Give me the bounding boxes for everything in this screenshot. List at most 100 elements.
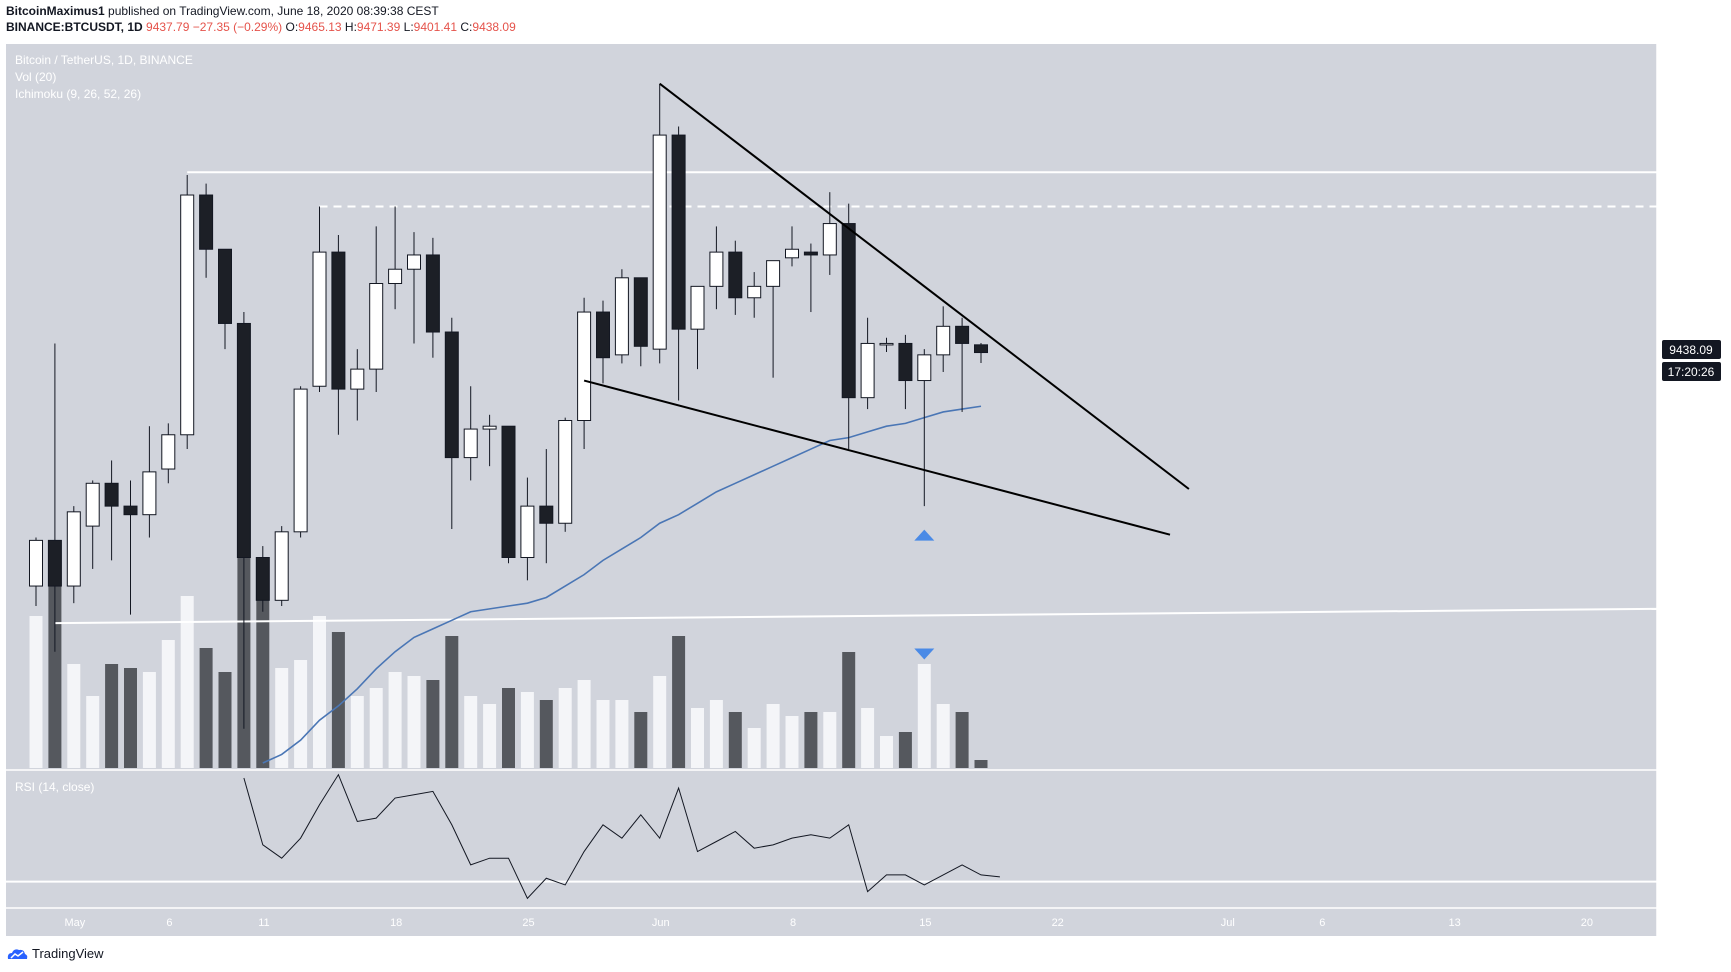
volume-bar-45 xyxy=(880,736,893,768)
candle-body-16 xyxy=(331,251,346,390)
volume-bar-16 xyxy=(331,632,345,768)
ma-line-group xyxy=(262,405,982,764)
volume-bar-33 xyxy=(653,676,667,768)
candle-body-4 xyxy=(104,482,119,507)
x-tick-label-6: 8 xyxy=(790,917,796,929)
volume-bar-19 xyxy=(388,672,402,768)
volume-bar-10 xyxy=(218,672,232,768)
legend-title[interactable]: Bitcoin / TetherUS, 1D, BINANCE xyxy=(15,53,193,67)
y-tick-label-2: 10000.00 xyxy=(1667,187,1713,199)
ohlc-high: 9471.39 xyxy=(356,20,401,34)
volume-bar-25 xyxy=(502,688,515,768)
candle-body-31 xyxy=(614,277,629,356)
tradingview-cloud-icon xyxy=(7,948,28,959)
candle-body-26 xyxy=(520,505,535,558)
candle-body-33 xyxy=(652,134,667,350)
candle-body-17 xyxy=(350,368,365,390)
y-tick-label-8: 8800.00 xyxy=(1667,530,1707,542)
y-tick-label-1: 10200.00 xyxy=(1667,130,1713,142)
y-tick-label-7: 9000.00 xyxy=(1667,473,1707,485)
volume-bar-0 xyxy=(29,616,43,768)
candle-body-3 xyxy=(85,482,100,527)
price-badge-bg xyxy=(1662,340,1721,359)
candle-body-40 xyxy=(785,248,799,259)
volume-bar-38 xyxy=(747,728,761,768)
volume-bar-8 xyxy=(180,596,194,768)
volume-bar-34 xyxy=(672,636,686,768)
last-value: 9437.79 xyxy=(146,20,190,34)
candle-body-35 xyxy=(690,285,705,330)
volume-bar-20 xyxy=(407,676,421,768)
chart-background xyxy=(6,44,1657,936)
trendlines xyxy=(583,82,1190,536)
x-tick-label-2: 11 xyxy=(258,917,269,929)
price-badge: 9438.09 xyxy=(1669,343,1713,357)
candle-body-44 xyxy=(860,342,875,399)
x-tick-label-12: 20 xyxy=(1581,917,1593,929)
change-text: −27.35 (−0.29%) xyxy=(192,20,283,34)
candle-body-22 xyxy=(444,331,459,459)
y-tick-label-4: 9600.00 xyxy=(1667,301,1707,313)
volume-bar-49 xyxy=(955,712,969,768)
rsi-tick-label-3: 50.00 xyxy=(1667,873,1695,885)
rsi-line xyxy=(243,773,1000,900)
y-tick-label-11: 8200.00 xyxy=(1667,701,1707,713)
x-tick-label-0: May xyxy=(65,917,86,929)
rsi-axis[interactable]: 65.00 60.00 55.00 50.00 xyxy=(1667,773,1695,885)
legend-ichimoku[interactable]: Ichimoku (9, 26, 52, 26) xyxy=(15,87,141,101)
candle-body-43 xyxy=(841,223,856,399)
candle-body-1 xyxy=(47,539,62,587)
ohlc-close: 9438.09 xyxy=(472,20,516,34)
countdown-badge-bg xyxy=(1662,362,1721,381)
volume-bar-50 xyxy=(974,760,988,768)
candle-body-9 xyxy=(199,194,214,250)
candle-body-19 xyxy=(388,268,403,284)
candle-body-39 xyxy=(766,260,781,287)
candle-body-8 xyxy=(180,194,195,436)
volume-bar-42 xyxy=(823,712,837,768)
candle-body-32 xyxy=(633,277,648,347)
y-tick-label-0: 10400.00 xyxy=(1667,73,1713,85)
legend-volume[interactable]: Vol (20) xyxy=(15,70,56,84)
rsi-pane xyxy=(6,773,1657,900)
candle-body-27 xyxy=(539,505,554,524)
volume-bar-35 xyxy=(691,708,704,768)
author-name[interactable]: BitcoinMaximus1 xyxy=(6,4,105,18)
volume-bar-23 xyxy=(464,696,478,768)
legend-rsi[interactable]: RSI (14, close) xyxy=(15,780,94,794)
volume-bar-21 xyxy=(426,680,440,768)
candle-body-6 xyxy=(142,471,157,516)
volume-bar-27 xyxy=(539,700,553,768)
candle-body-29 xyxy=(577,311,592,421)
x-tick-label-10: 6 xyxy=(1319,917,1325,929)
x-tick-label-9: Jul xyxy=(1221,917,1235,929)
volume-bar-6 xyxy=(142,672,156,768)
ohlc-low: 9401.41 xyxy=(413,20,458,34)
volume-bar-4 xyxy=(105,664,119,768)
x-tick-label-8: 22 xyxy=(1052,917,1064,929)
candle-body-0 xyxy=(29,539,43,587)
volume-bar-47 xyxy=(917,664,931,768)
support-level-0 xyxy=(54,607,1658,625)
volume-bar-1 xyxy=(48,568,62,768)
volume-bar-7 xyxy=(161,640,175,768)
volume-bar-28 xyxy=(558,688,572,768)
volume-bar-32 xyxy=(634,712,648,768)
volume-bar-9 xyxy=(199,648,213,768)
candle-body-13 xyxy=(274,531,289,601)
candle-body-24 xyxy=(482,425,497,430)
volume-bar-40 xyxy=(785,716,799,768)
brand-logo[interactable]: TradingView xyxy=(6,946,104,961)
signal-arrows xyxy=(914,529,935,660)
time-axis[interactable]: May 6 11 18 25 Jun 8 15 22 Jul 6 13 20 xyxy=(65,917,1594,929)
candles xyxy=(29,83,988,729)
symbol-prefix: BINANCE:BTCUSDT, 1D xyxy=(6,20,143,34)
rsi-tick-label-0: 65.00 xyxy=(1667,773,1695,785)
volume-bar-37 xyxy=(728,712,742,768)
volume-bar-44 xyxy=(861,708,875,768)
price-axis[interactable]: 10400.00 10200.00 10000.00 9800.00 9600.00 94… xyxy=(1667,73,1713,770)
ohlc-open: 9465.13 xyxy=(298,20,342,34)
x-tick-label-7: 15 xyxy=(919,917,931,929)
candle-body-15 xyxy=(312,251,327,387)
